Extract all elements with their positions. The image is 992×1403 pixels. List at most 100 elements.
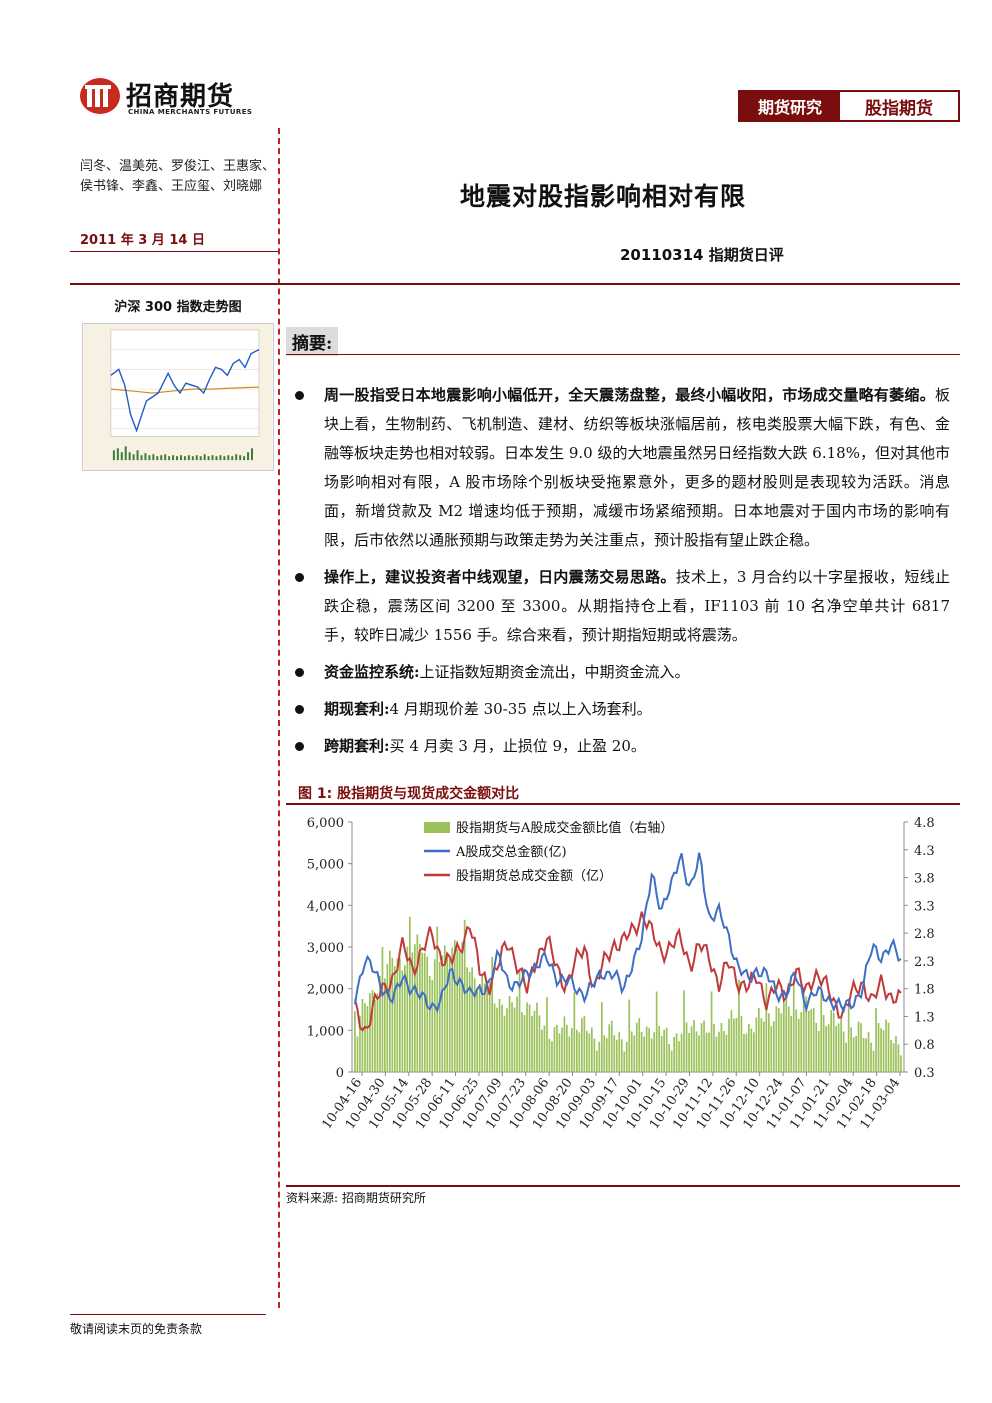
ratio-bar — [441, 955, 444, 1072]
y-left-tick-label: 0 — [336, 1066, 344, 1081]
bullet-lead: 资金监控系统: — [324, 663, 420, 681]
ratio-bar — [414, 944, 416, 1072]
ratio-bar — [875, 1008, 877, 1072]
ratio-bar — [366, 1006, 369, 1072]
ratio-bar — [623, 1051, 626, 1072]
ratio-bar — [576, 1029, 578, 1072]
ratio-bar — [900, 1055, 902, 1072]
ratio-bar — [855, 1036, 857, 1072]
page-title: 地震对股指影响相对有限 — [460, 182, 747, 211]
ratio-bar — [867, 1032, 870, 1072]
ratio-bar — [890, 1040, 892, 1072]
ratio-bar — [645, 1026, 648, 1072]
ratio-bar — [513, 1007, 516, 1072]
ratio-bar — [443, 945, 446, 1072]
ratio-bar — [521, 1012, 523, 1072]
ratio-bar — [396, 958, 399, 1072]
company-name-en: CHINA MERCHANTS FUTURES — [128, 108, 253, 116]
ratio-bar — [673, 1037, 675, 1072]
ratio-bar — [446, 952, 449, 1072]
ratio-bar — [835, 1025, 837, 1072]
ratio-bar — [748, 1023, 750, 1072]
ratio-bar — [503, 1015, 506, 1072]
ratio-bar — [496, 1007, 498, 1072]
legend-label: 股指期货总成交金额（亿） — [456, 868, 612, 884]
legend-label: 股指期货与A股成交金额比值（右轴） — [456, 820, 673, 836]
ratio-bar — [601, 1002, 603, 1072]
column-divider — [278, 128, 280, 1308]
disclaimer-note: 敬请阅读末页的免责条款 — [70, 1322, 203, 1336]
ratio-bar — [840, 1018, 842, 1072]
ratio-bar — [473, 978, 476, 1072]
ratio-bar — [369, 993, 371, 1072]
ratio-bar — [526, 1002, 528, 1072]
abstract-label: 摘要: — [286, 327, 339, 356]
ratio-bar — [865, 1038, 867, 1072]
ratio-bar — [511, 1002, 513, 1072]
list-item: 操作上，建议投资者中线观望，日内震荡交易思路。技术上，3 月合约以十字星报收，短… — [290, 563, 950, 650]
page-subtitle: 20110314 指期货日评 — [620, 246, 784, 264]
bullet-lead: 期现套利: — [324, 700, 390, 718]
y-right-tick-label: 3.8 — [914, 872, 935, 887]
ratio-bar — [593, 1038, 596, 1072]
bullet-lead: 操作上，建议投资者中线观望，日内震荡交易思路。 — [324, 568, 676, 586]
y-left-tick-label: 5,000 — [307, 858, 344, 873]
ratio-bar — [618, 1032, 621, 1072]
ratio-bar — [710, 991, 713, 1072]
ratio-bar — [670, 1050, 673, 1072]
ratio-bar — [630, 1031, 633, 1072]
ratio-bar — [805, 996, 808, 1072]
ratio-bar — [792, 980, 795, 1072]
ratio-bar — [391, 957, 394, 1072]
ratio-bar — [693, 1020, 695, 1072]
ratio-bar — [551, 1041, 553, 1072]
ratio-bar — [548, 1038, 551, 1072]
ratio-bar — [456, 949, 459, 1072]
ratio-bar — [860, 1023, 862, 1072]
ratio-bar — [466, 967, 468, 1072]
ratio-bar — [783, 1000, 785, 1072]
ratio-bar — [404, 965, 406, 1072]
ratio-bar — [386, 963, 389, 1072]
figure-title: 图 1: 股指期货与现货成交金额对比 — [298, 786, 520, 802]
ratio-bar — [453, 939, 456, 1072]
ratio-bar — [763, 1021, 765, 1072]
ratio-bar — [660, 1036, 663, 1072]
ratio-bar — [376, 993, 379, 1072]
ratio-bar — [720, 1023, 723, 1072]
ratio-bar — [543, 1025, 546, 1072]
ratio-bar — [491, 956, 493, 1072]
ratio-bar — [558, 1033, 561, 1072]
bullet-text: 板块上看，生物制药、飞机制造、建材、纺织等板块涨幅居前，核电类股票大幅下跌，有色… — [324, 386, 950, 549]
ratio-bar — [760, 1018, 763, 1072]
y-left-tick-label: 6,000 — [307, 816, 344, 831]
ratio-bar — [538, 1015, 541, 1072]
source-note: 资料来源: 招商期货研究所 — [286, 1191, 426, 1205]
ratio-bar — [648, 1028, 650, 1072]
turnover-chart: 6,000 5,000 4,000 3,000 2,000 1,000 0 4.8 4.3 3.8… — [307, 816, 935, 1132]
ratio-bar — [401, 970, 404, 1072]
ratio-bar — [837, 1023, 840, 1072]
ratio-bar — [546, 997, 548, 1072]
ratio-bar — [610, 1020, 613, 1072]
ratio-bar — [406, 946, 409, 1072]
y-left-tick-label: 3,000 — [307, 941, 344, 956]
ratio-bar — [394, 966, 396, 1072]
ratio-bar — [615, 1039, 618, 1072]
ratio-bar — [448, 959, 451, 1072]
ratio-bar — [827, 1024, 830, 1072]
figure-top-divider — [286, 803, 960, 805]
ratio-bar — [733, 1018, 735, 1072]
ratio-bar — [518, 968, 521, 1072]
ratio-bar — [897, 1044, 900, 1072]
ratio-bar — [389, 950, 391, 1072]
ratio-bar — [486, 989, 488, 1072]
ratio-bar — [356, 1036, 359, 1072]
ratio-bar — [628, 999, 631, 1072]
ratio-bar — [374, 999, 376, 1072]
ratio-bar — [795, 1009, 798, 1072]
bullet-text: 上证指数短期资金流出，中期资金流入。 — [419, 663, 690, 681]
ratio-bar — [428, 976, 431, 1072]
ratio-bar — [775, 1006, 778, 1072]
list-item: 周一股指受日本地震影响小幅低开，全天震荡盘整，最终小幅收阳，市场成交量略有萎缩。… — [290, 381, 950, 555]
